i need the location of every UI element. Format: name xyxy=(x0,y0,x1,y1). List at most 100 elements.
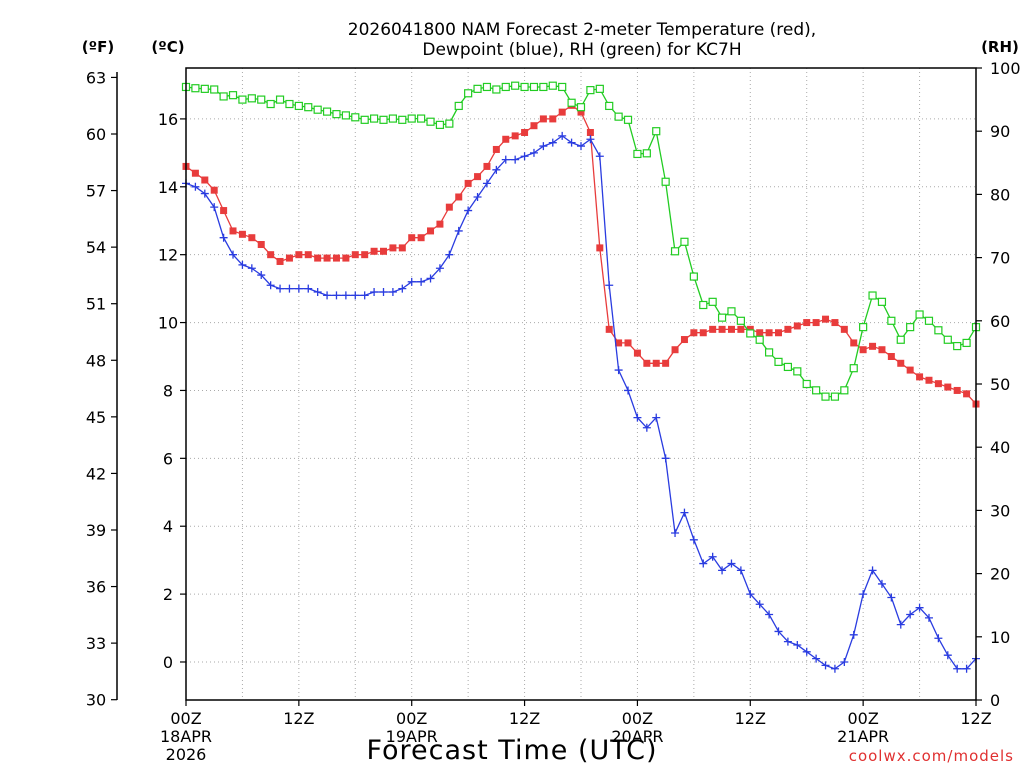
dewpoint-point xyxy=(671,529,680,538)
rh-point xyxy=(830,392,840,401)
fahrenheit-tick-label: 54 xyxy=(86,238,106,257)
dewpoint-point xyxy=(887,593,896,602)
temperature-point xyxy=(314,254,322,262)
temperature-point xyxy=(295,251,303,259)
dewpoint-point xyxy=(558,131,567,140)
dewpoint-point xyxy=(548,138,557,147)
temperature-point xyxy=(229,227,237,235)
rh-tick-label: 80 xyxy=(990,185,1010,204)
temperature-point xyxy=(775,329,782,337)
rh-point xyxy=(699,300,708,310)
dewpoint-point xyxy=(191,182,200,191)
temperature-point xyxy=(822,315,830,323)
temperature-point xyxy=(897,359,905,367)
x-tick-label: 19APR xyxy=(386,727,438,746)
dewpoint-point xyxy=(210,203,219,212)
rh-point xyxy=(558,82,567,92)
dewpoint-point xyxy=(304,284,313,293)
dewpoint-point xyxy=(859,590,868,599)
temperature-point xyxy=(558,108,566,116)
dewpoint-point xyxy=(765,610,774,619)
rh-point xyxy=(219,92,228,101)
dewpoint-point xyxy=(783,637,792,646)
dewpoint-point xyxy=(294,284,303,293)
rh-point xyxy=(285,99,294,109)
rh-tick-label: 0 xyxy=(990,691,1000,710)
temperature-point xyxy=(925,376,933,384)
temperature-point xyxy=(539,115,547,123)
dewpoint-point xyxy=(840,657,849,666)
temperature-point xyxy=(690,329,698,337)
rh-point xyxy=(586,86,595,95)
temperature-point xyxy=(887,353,895,361)
credit-text: coolwx.com/models xyxy=(849,747,1014,765)
rh-point xyxy=(332,110,341,119)
dewpoint-point xyxy=(953,664,962,673)
dewpoint-series xyxy=(182,131,980,673)
rh-tick-label: 60 xyxy=(990,312,1010,331)
temperature-point xyxy=(436,220,444,228)
rh-unit-label: (RH) xyxy=(981,38,1019,56)
temperature-point xyxy=(793,322,801,330)
rh-point xyxy=(717,313,727,322)
rh-point xyxy=(266,99,275,109)
fahrenheit-tick-label: 30 xyxy=(86,691,106,710)
rh-point xyxy=(924,316,934,325)
celsius-tick-label: 10 xyxy=(158,314,178,333)
dewpoint-point xyxy=(708,552,717,561)
rh-point xyxy=(511,81,520,90)
dewpoint-point xyxy=(454,226,463,235)
rh-point xyxy=(764,348,774,357)
rh-point xyxy=(529,82,539,92)
dewpoint-point xyxy=(539,142,548,151)
rh-tick-label: 90 xyxy=(990,122,1010,141)
rh-point xyxy=(774,357,783,366)
temperature-point xyxy=(756,329,764,337)
rh-tick-label: 100 xyxy=(990,59,1021,78)
rh-point xyxy=(567,98,576,107)
temperature-point xyxy=(332,254,340,262)
rh-point xyxy=(247,94,256,103)
dewpoint-point xyxy=(812,654,821,663)
dewpoint-point xyxy=(276,284,285,293)
temperature-point xyxy=(492,145,500,153)
dewpoint-point xyxy=(802,647,811,656)
chart-title-line-2: Dewpoint (blue), RH (green) for KC7H xyxy=(422,40,741,60)
rh-point xyxy=(821,392,830,401)
dewpoint-point xyxy=(680,508,689,517)
temperature-point xyxy=(934,380,942,388)
temperature-point xyxy=(455,193,463,201)
temperature-point xyxy=(502,135,510,143)
rh-point xyxy=(454,101,463,111)
rh-point xyxy=(426,117,435,126)
celsius-tick-label: 14 xyxy=(158,178,178,197)
dewpoint-point xyxy=(492,165,501,174)
rh-point xyxy=(482,82,492,92)
temperature-point xyxy=(840,325,848,333)
temperature-point xyxy=(765,329,773,337)
dewpoint-point xyxy=(200,189,209,198)
rh-point xyxy=(360,115,369,124)
temperature-point xyxy=(370,247,378,255)
rh-point xyxy=(191,84,200,93)
rh-point xyxy=(595,84,604,93)
dewpoint-point xyxy=(219,233,228,242)
rh-point xyxy=(417,114,426,123)
dewpoint-point xyxy=(577,142,585,151)
rh-point xyxy=(896,335,905,344)
rh-point xyxy=(727,307,736,316)
rh-point xyxy=(388,114,398,123)
dewpoint-point xyxy=(567,138,576,147)
rh-point xyxy=(849,364,858,373)
dewpoint-point xyxy=(247,264,256,273)
rh-point xyxy=(304,103,313,112)
x-tick-label: 18APR xyxy=(160,727,212,746)
rh-point xyxy=(313,105,322,114)
rh-point xyxy=(670,247,680,256)
rh-point xyxy=(943,335,952,344)
rh-point xyxy=(642,149,651,158)
dewpoint-point xyxy=(849,630,858,639)
temperature-point xyxy=(511,132,519,140)
fahrenheit-tick-label: 33 xyxy=(86,634,106,653)
rh-point xyxy=(802,379,811,389)
